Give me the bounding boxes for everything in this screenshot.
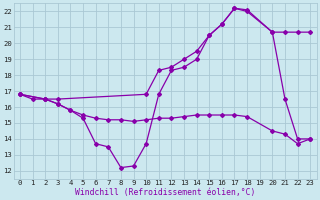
X-axis label: Windchill (Refroidissement éolien,°C): Windchill (Refroidissement éolien,°C)	[75, 188, 255, 197]
